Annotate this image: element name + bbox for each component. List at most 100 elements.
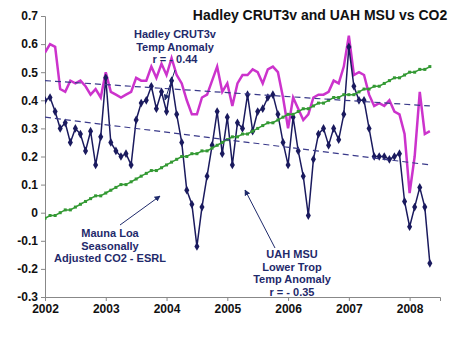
marker [388,79,391,82]
tick: 2008 [397,297,424,316]
marker [422,203,427,212]
marker [332,96,335,99]
marker [266,121,269,124]
marker [265,93,270,102]
tick: 0 [31,206,45,220]
marker [275,110,280,119]
marker [45,96,48,105]
marker [89,197,92,200]
tick-label: -0.2 [17,262,38,276]
marker [220,149,225,158]
marker [235,118,240,127]
marker [412,203,417,212]
tick: 0.3 [21,122,45,136]
tick: 0.7 [21,9,45,23]
marker [125,183,128,186]
axis-line [46,298,441,302]
marker [195,152,198,155]
marker [200,149,203,152]
marker [145,172,148,175]
marker [93,161,98,170]
marker [322,102,325,105]
marker [342,93,345,96]
marker [373,85,376,88]
tick-label: 2004 [154,302,181,316]
marker [297,110,300,113]
marker [99,194,102,197]
tick-label: 0.1 [21,178,38,192]
marker [347,93,350,96]
tick-mark [410,297,411,301]
marker [245,90,250,99]
marker [383,82,386,85]
marker [337,96,340,99]
marker [180,155,183,158]
marker [317,102,320,105]
marker [346,43,351,52]
marker [236,135,239,138]
tick-mark [41,72,45,73]
marker [368,88,371,91]
marker [59,211,62,214]
marker [48,93,53,102]
tick: 0.4 [21,94,45,108]
marker [84,200,87,203]
marker [49,214,52,217]
marker [54,214,57,217]
tick-label: 2003 [93,302,120,316]
tick-label: 0.6 [21,37,38,51]
marker [271,121,274,124]
marker [154,104,159,113]
title: Hadley CRUT3v and UAH MSU vs CO2 [193,7,448,23]
marker [357,90,360,93]
tick: 0.6 [21,37,45,51]
annotation: UAH MSULower TropTemp Anomalyr = - 0.35 [253,248,332,298]
annotation-line: Temp Anomaly [253,273,332,285]
marker [123,149,128,158]
marker [189,200,194,209]
marker [119,183,122,186]
marker [150,169,153,172]
marker [114,186,117,189]
tick-mark [41,100,45,101]
tick-mark [106,297,107,301]
marker [307,107,310,110]
marker [331,124,336,133]
marker [184,186,189,195]
marker [221,141,224,144]
marker [336,135,341,144]
tick-label: 0.2 [21,150,38,164]
tick-mark [167,297,168,301]
marker [393,76,396,79]
marker [206,149,209,152]
marker [170,161,173,164]
marker [179,138,184,147]
chart: Hadley CRUT3v and UAH MSU vs CO2-0.3-0.2… [0,0,451,339]
trend-line [45,117,430,165]
marker [256,127,259,130]
marker [205,172,210,181]
series-line [45,47,430,263]
marker [104,192,107,195]
tick-mark [41,16,45,17]
marker [418,68,421,71]
marker [341,110,346,119]
marker [240,124,245,133]
annotation-arrow [120,196,160,225]
marker [139,99,144,108]
marker [225,113,230,122]
tick: 2005 [214,297,241,316]
tick-mark [41,44,45,45]
marker [398,76,401,79]
marker [135,177,138,180]
tick: -0.2 [17,262,45,276]
x-axis: 2002200320042005200620072008 [32,297,440,316]
marker [216,144,219,147]
marker [312,104,315,107]
marker [378,85,381,88]
trend-line [45,81,430,106]
marker [362,96,367,105]
marker [185,155,188,158]
annotation-line: r = - 0.35 [270,286,315,298]
marker [250,127,255,136]
